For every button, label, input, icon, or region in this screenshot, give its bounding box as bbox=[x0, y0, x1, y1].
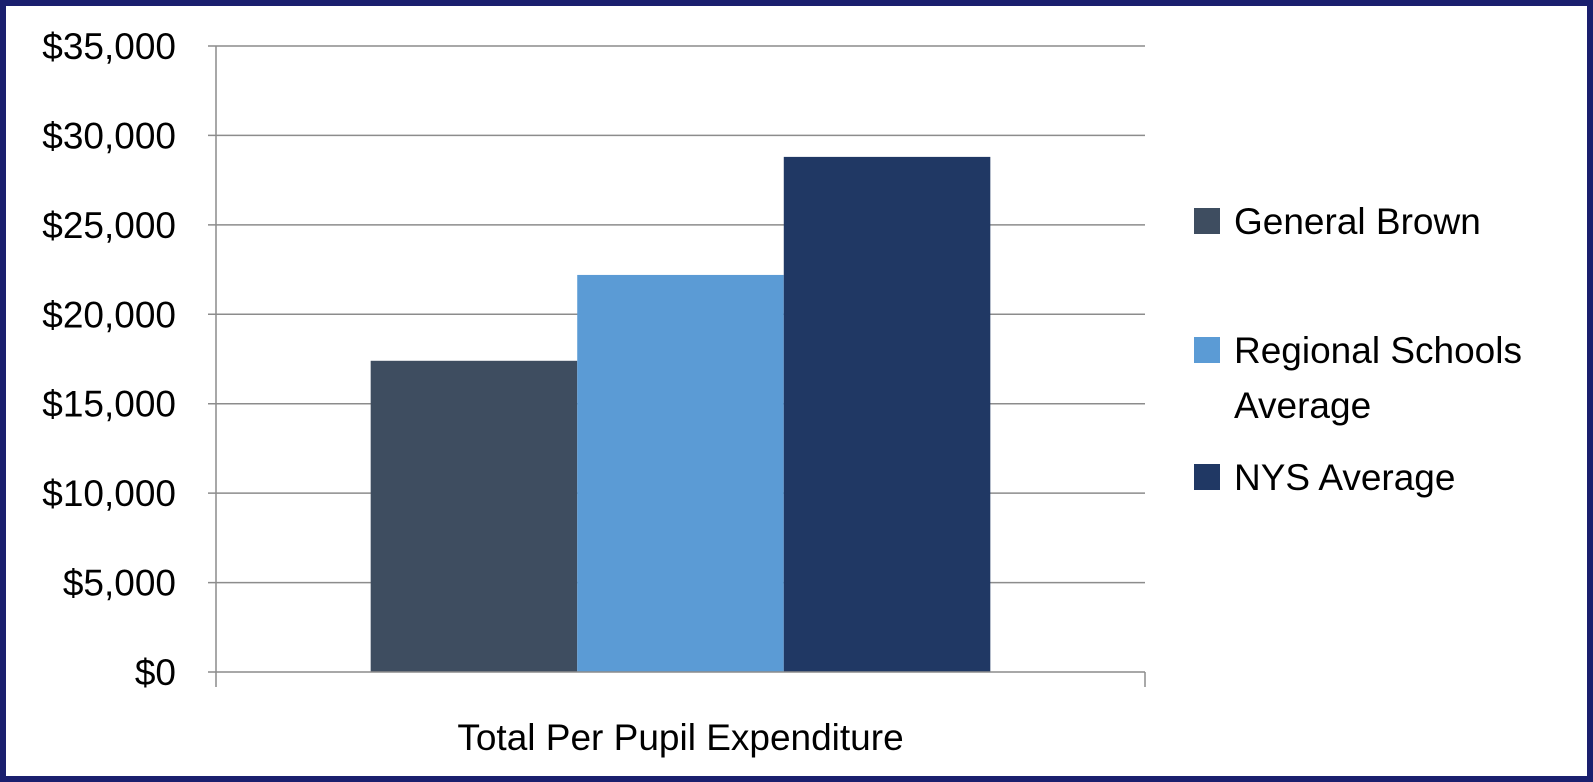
legend-item: NYS Average bbox=[1194, 457, 1455, 498]
y-tick-label: $15,000 bbox=[42, 384, 176, 425]
chart-frame: $0 $5,000 $10,000 $15,000 $20,000 $25,000 $30,… bbox=[6, 6, 1587, 776]
legend-label: NYS Average bbox=[1234, 457, 1455, 498]
legend-label: Average bbox=[1234, 385, 1371, 426]
legend-item: General Brown bbox=[1194, 201, 1481, 242]
axes bbox=[208, 46, 1146, 687]
y-tick-label: $25,000 bbox=[42, 205, 176, 246]
y-tick-label: $30,000 bbox=[42, 115, 176, 156]
x-category-label: Total Per Pupil Expenditure bbox=[457, 717, 903, 758]
bar-chart: $0 $5,000 $10,000 $15,000 $20,000 $25,000 $30,… bbox=[42, 26, 1522, 758]
legend-label: Regional Schools bbox=[1234, 330, 1522, 371]
bar-nys-average bbox=[783, 156, 991, 673]
y-tick-label: $10,000 bbox=[42, 473, 176, 514]
bars bbox=[370, 156, 991, 673]
legend-item: Regional Schools Average bbox=[1194, 330, 1522, 426]
bar-regional-schools-average bbox=[577, 274, 784, 672]
legend: General Brown Regional Schools Average NYS … bbox=[1194, 201, 1522, 498]
x-category-labels: Total Per Pupil Expenditure bbox=[457, 717, 903, 758]
y-tick-label: $0 bbox=[135, 652, 176, 693]
legend-swatch bbox=[1194, 208, 1220, 234]
y-tick-label: $35,000 bbox=[42, 26, 176, 67]
legend-swatch bbox=[1194, 337, 1220, 363]
bar-general-brown bbox=[370, 360, 578, 672]
legend-swatch bbox=[1194, 464, 1220, 490]
y-tick-label: $20,000 bbox=[42, 294, 176, 335]
legend-label: General Brown bbox=[1234, 201, 1481, 242]
y-tick-labels: $0 $5,000 $10,000 $15,000 $20,000 $25,000 $30,… bbox=[42, 26, 176, 693]
y-tick-label: $5,000 bbox=[63, 563, 176, 604]
